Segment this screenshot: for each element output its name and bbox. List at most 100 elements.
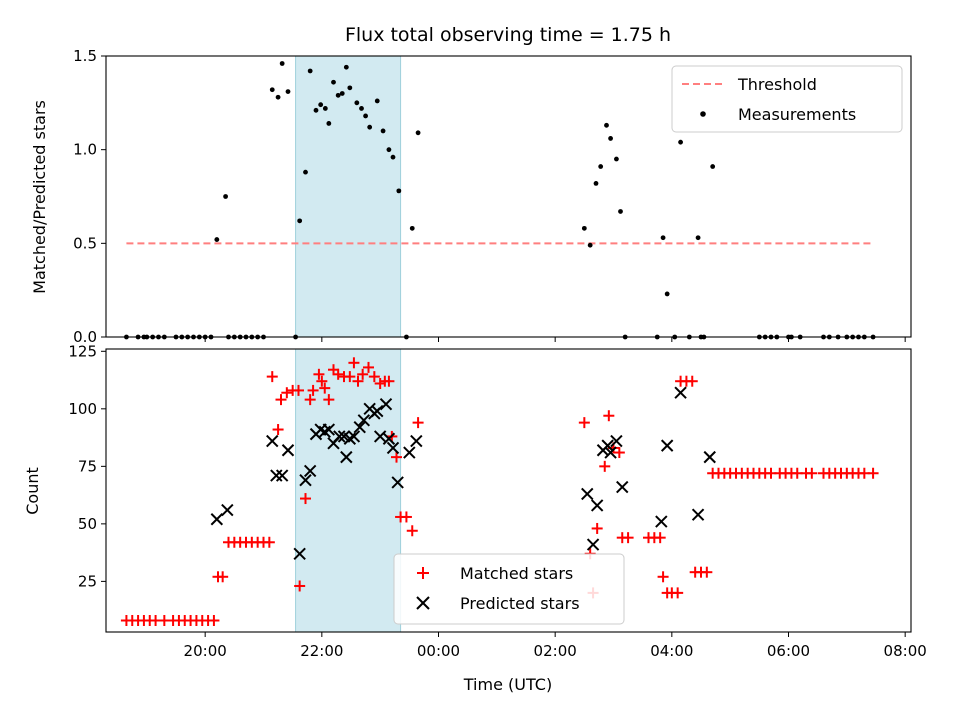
measurement-point bbox=[297, 218, 303, 224]
matched-star-marker bbox=[272, 424, 284, 436]
predicted-star-marker bbox=[616, 480, 629, 494]
x-axis-label: Time (UTC) bbox=[463, 675, 552, 694]
measurement-point bbox=[386, 147, 392, 153]
matched-star-marker bbox=[352, 375, 364, 387]
matched-star-marker bbox=[672, 587, 684, 599]
legend-predicted-label: Predicted stars bbox=[460, 594, 580, 613]
x-tick-label: 06:00 bbox=[767, 642, 810, 660]
bottom-legend: Matched stars Predicted stars bbox=[393, 553, 625, 625]
matched-star-marker bbox=[357, 368, 369, 380]
top-panel: 0.0 0.5 1.0 1.5 Matched/Predicted stars Thr… bbox=[30, 47, 912, 346]
predicted-star-marker bbox=[610, 434, 623, 448]
predicted-star-marker bbox=[357, 414, 371, 427]
predicted-star-marker bbox=[266, 434, 279, 448]
matched-star-marker bbox=[406, 525, 418, 537]
measurement-point bbox=[678, 139, 683, 145]
matched-star-marker bbox=[332, 368, 344, 380]
matched-star-marker bbox=[654, 532, 666, 544]
predicted-star-marker bbox=[386, 441, 400, 455]
predicted-star-marker bbox=[275, 469, 289, 482]
top-y-ticks: 0.0 0.5 1.0 1.5 bbox=[73, 47, 106, 346]
bottom-y-tick-label: 75 bbox=[78, 457, 97, 475]
measurement-point bbox=[285, 89, 291, 94]
top-y-tick-label: 0.0 bbox=[73, 328, 97, 346]
predicted-star-marker bbox=[293, 547, 306, 560]
predicted-star-marker bbox=[210, 513, 224, 526]
matched-star-marker bbox=[374, 378, 386, 390]
matched-star-marker bbox=[344, 371, 356, 383]
x-tick-label: 20:00 bbox=[184, 642, 227, 660]
predicted-star-marker bbox=[601, 439, 614, 452]
measurement-point bbox=[303, 169, 308, 175]
measurement-point bbox=[318, 102, 324, 108]
measurement-point bbox=[660, 235, 666, 241]
predicted-star-marker bbox=[221, 503, 234, 517]
bottom-y-tick-label: 50 bbox=[78, 515, 97, 533]
matched-star-marker bbox=[304, 394, 316, 406]
matched-star-marker bbox=[412, 417, 424, 429]
bottom-y-tick-label: 125 bbox=[68, 342, 97, 360]
measurement-point bbox=[331, 79, 336, 85]
matched-star-marker bbox=[348, 357, 360, 369]
measurement-point bbox=[347, 85, 353, 91]
measurement-point bbox=[339, 91, 345, 96]
measurement-point bbox=[214, 237, 220, 242]
measurement-point bbox=[279, 61, 285, 66]
measurement-point bbox=[593, 180, 599, 186]
top-plot-frame bbox=[105, 55, 912, 338]
measurement-point bbox=[695, 235, 701, 241]
matched-star-marker bbox=[391, 451, 402, 463]
matched-star-marker bbox=[622, 532, 634, 544]
matched-star-marker bbox=[294, 580, 306, 592]
predicted-star-marker bbox=[382, 432, 396, 445]
matched-star-marker bbox=[281, 387, 293, 399]
matched-star-marker bbox=[867, 467, 879, 479]
matched-star-marker bbox=[319, 382, 331, 394]
measurement-point bbox=[359, 106, 364, 111]
x-tick-label: 02:00 bbox=[534, 642, 577, 660]
top-y-tick-label: 0.5 bbox=[73, 234, 97, 252]
predicted-star-marker bbox=[333, 430, 346, 443]
x-tick-label: 08:00 bbox=[884, 642, 927, 660]
top-legend: Threshold Measurements bbox=[671, 65, 903, 133]
measurement-point bbox=[275, 94, 281, 100]
measurement-point bbox=[354, 100, 360, 106]
matched-star-marker bbox=[323, 394, 335, 406]
measurement-point bbox=[343, 64, 349, 70]
matched-star-marker bbox=[300, 493, 311, 505]
top-y-tick-label: 1.5 bbox=[73, 47, 97, 65]
bottom-plot-frame bbox=[105, 348, 912, 633]
matched-star-marker bbox=[307, 384, 319, 396]
measurement-point bbox=[710, 164, 716, 169]
matched-star-marker bbox=[313, 368, 325, 380]
measurement-point bbox=[223, 194, 228, 199]
matched-star-marker bbox=[266, 371, 278, 383]
measurement-point bbox=[363, 113, 368, 119]
bottom-y-ticks: 25 50 75 100 125 bbox=[68, 342, 106, 590]
matched-star-marker bbox=[217, 571, 229, 583]
bottom-shaded-region bbox=[295, 348, 402, 633]
matched-star-marker bbox=[363, 361, 374, 373]
predicted-star-marker bbox=[410, 434, 423, 448]
predicted-star-marker bbox=[586, 538, 600, 551]
predicted-star-marker bbox=[270, 469, 283, 482]
predicted-star-marker bbox=[674, 386, 687, 399]
chart-title: Flux total observing time = 1.75 h bbox=[345, 24, 671, 46]
measurement-point bbox=[396, 188, 402, 194]
measurement-point bbox=[390, 154, 396, 160]
measurement-point bbox=[614, 156, 619, 162]
top-y-tick-label: 1.0 bbox=[73, 141, 97, 159]
matched-star-marker bbox=[686, 375, 698, 387]
matched-star-marker bbox=[613, 447, 625, 459]
matched-star-marker bbox=[578, 417, 590, 429]
measurement-point bbox=[374, 98, 380, 104]
measurement-point bbox=[598, 164, 604, 169]
predicted-star-marker bbox=[581, 487, 594, 501]
predicted-star-marker bbox=[604, 446, 617, 459]
bottom-y-tick-label: 100 bbox=[68, 400, 97, 418]
matched-star-marker bbox=[603, 410, 615, 422]
measurement-point bbox=[409, 225, 415, 231]
measurement-point bbox=[367, 124, 373, 130]
legend-predicted-swatch bbox=[416, 596, 430, 610]
matched-star-marker bbox=[400, 511, 412, 523]
